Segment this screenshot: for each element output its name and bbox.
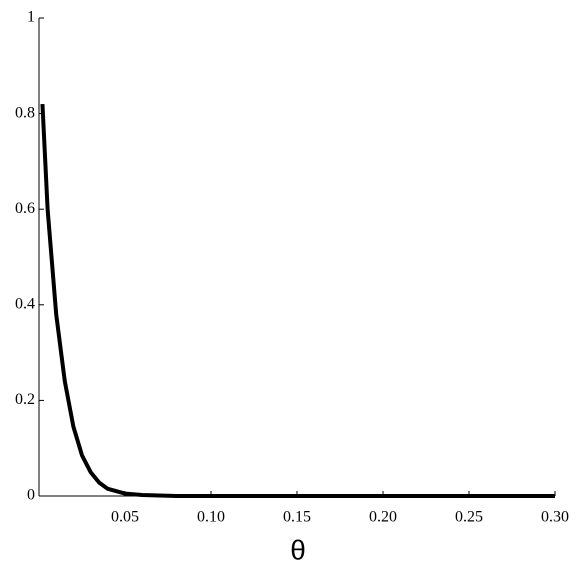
x-axis-label: θ	[290, 534, 306, 565]
line	[40, 103, 555, 498]
x-tick-label: 0.05	[111, 509, 139, 526]
x-tick-label: 0.15	[283, 509, 311, 526]
x-tick-label: 0.20	[369, 509, 397, 526]
y-tick-label: 0.4	[15, 295, 35, 312]
x-tick-label: 0.30	[541, 509, 569, 526]
y-tick-label: 0	[27, 487, 35, 504]
y-tick-label: 1	[27, 9, 35, 26]
y-tick-label: 0.2	[15, 391, 35, 408]
y-tick-label: 0.8	[15, 104, 35, 121]
y-tick-label: 0.6	[15, 200, 35, 217]
x-tick-label: 0.25	[455, 509, 483, 526]
x-tick-label: 0.10	[197, 509, 225, 526]
